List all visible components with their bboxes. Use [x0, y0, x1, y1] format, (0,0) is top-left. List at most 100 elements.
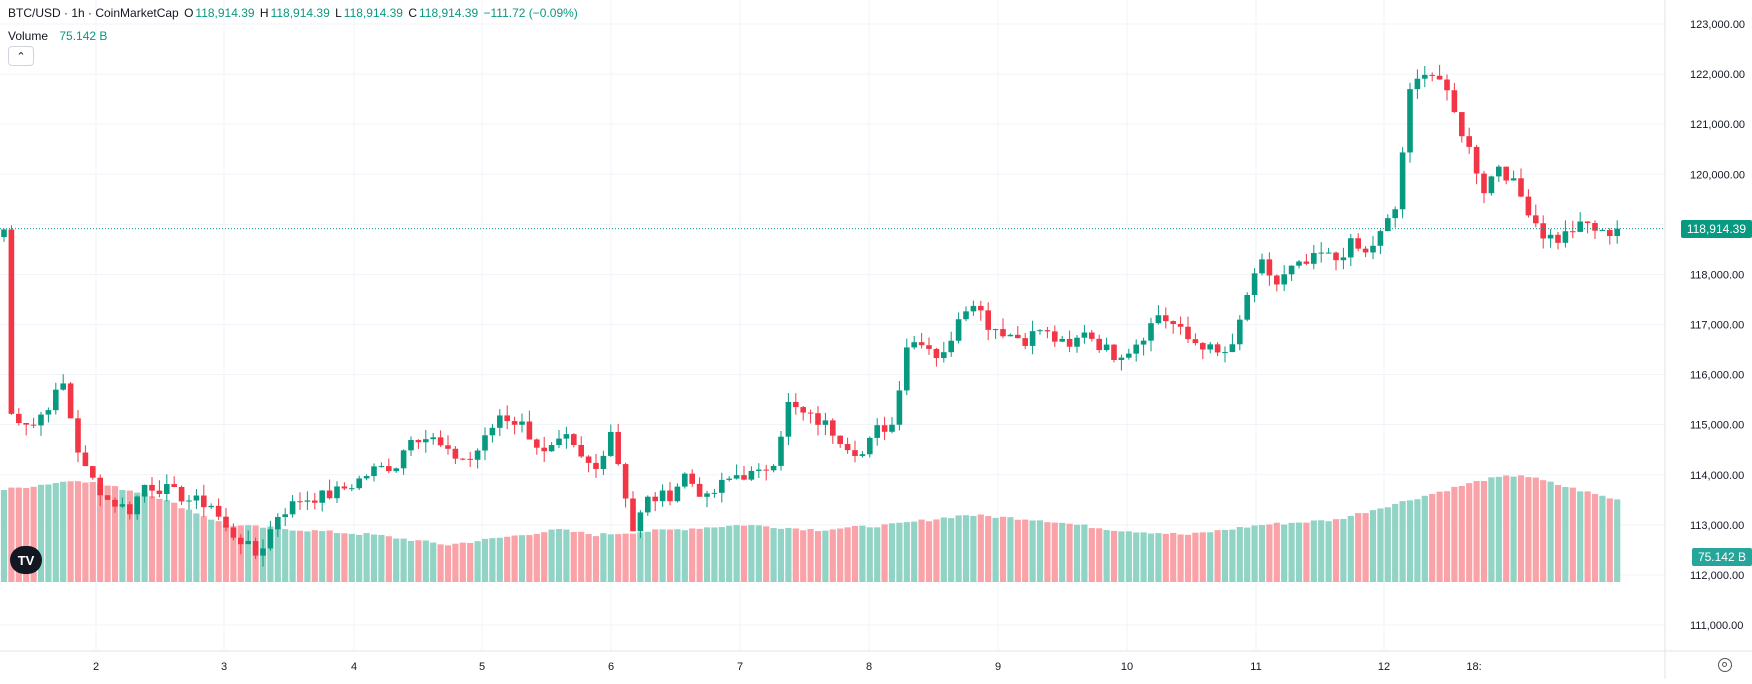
candle-body: [252, 541, 259, 556]
candle-body: [1533, 215, 1539, 224]
volume-bar: [282, 529, 289, 582]
symbol-label[interactable]: BTC/USD · 1h · CoinMarketCap: [8, 6, 179, 20]
candle-body: [1185, 326, 1191, 340]
candle-body: [30, 424, 37, 426]
x-tick-label: 8: [866, 661, 872, 673]
candle-body: [45, 410, 52, 415]
candle-body: [726, 478, 732, 480]
volume-bar: [600, 533, 607, 582]
volume-bar: [481, 538, 489, 582]
candle-body: [1547, 234, 1554, 239]
volume-bar: [1207, 532, 1214, 582]
candle-body: [1414, 78, 1421, 90]
candle-body: [948, 340, 954, 353]
candle-body: [1148, 323, 1154, 341]
candle-body: [1237, 319, 1243, 345]
candle-body: [223, 516, 229, 528]
volume-bar: [1147, 533, 1155, 582]
volume-bar: [393, 538, 400, 582]
candle-body: [978, 305, 984, 311]
candle-body: [1044, 330, 1051, 332]
candle-body: [1096, 338, 1102, 351]
x-tick-label: 10: [1121, 661, 1133, 673]
volume-bar: [1140, 532, 1147, 582]
volume-bar: [548, 529, 555, 582]
candle-body: [889, 424, 895, 432]
candle-body: [504, 415, 510, 422]
y-tick-label: 123,000.00: [1690, 19, 1745, 31]
candle-body: [719, 479, 725, 493]
volume-bar: [874, 527, 881, 582]
volume-bar: [1362, 513, 1369, 582]
volume-bar: [578, 531, 585, 582]
candle-body: [156, 490, 163, 494]
candle-body: [770, 465, 777, 471]
volume-bar: [681, 530, 688, 582]
volume-bar: [555, 529, 563, 582]
volume-bar: [1540, 480, 1547, 582]
candle-body: [941, 352, 947, 359]
x-tick-label: 12: [1378, 661, 1390, 673]
candle-body: [1022, 338, 1028, 346]
volume-bar: [1096, 528, 1103, 582]
volume-label[interactable]: Volume: [8, 29, 49, 43]
candle-body: [356, 478, 362, 489]
collapse-legend-button[interactable]: ⌃: [8, 46, 34, 66]
candle-body: [696, 483, 703, 497]
candle-body: [1570, 231, 1576, 233]
candle-body: [563, 434, 570, 439]
candle-body: [1592, 223, 1598, 231]
candle-body: [1562, 231, 1569, 243]
volume-bar: [104, 485, 111, 582]
volume-bar: [1466, 483, 1473, 582]
candle-body: [896, 390, 903, 425]
x-tick-label: 4: [351, 661, 357, 673]
candle-body: [437, 437, 444, 446]
volume-bar: [1088, 528, 1095, 582]
candle-body: [1370, 245, 1376, 253]
candle-body: [859, 454, 866, 456]
candle-body: [807, 412, 814, 414]
candle-body: [201, 495, 207, 508]
volume-bar: [985, 516, 992, 582]
volume-bar: [829, 529, 836, 582]
candle-body: [1111, 344, 1117, 360]
candle-body: [238, 537, 244, 545]
volume-bar: [97, 484, 104, 582]
candle-body: [1496, 166, 1502, 177]
volume-bar: [1377, 508, 1384, 582]
x-tick-label: 2: [93, 661, 99, 673]
candle-body: [800, 407, 806, 413]
volume-bar: [185, 509, 193, 582]
candle-body: [1518, 178, 1524, 197]
volume-bar: [1214, 530, 1221, 582]
candle-body: [926, 345, 932, 349]
volume-bar: [200, 516, 207, 582]
gear-icon[interactable]: [1718, 658, 1732, 672]
tradingview-logo-icon[interactable]: TV: [10, 546, 42, 574]
candle-body: [1052, 331, 1058, 342]
volume-bar: [23, 488, 30, 582]
volume-bar: [171, 502, 178, 582]
volume-bar: [955, 515, 962, 582]
candle-body: [1607, 230, 1613, 237]
candle-body: [1007, 334, 1014, 337]
candle-body: [193, 495, 200, 501]
candle-body: [215, 505, 222, 517]
volume-bar: [1406, 500, 1414, 582]
volume-bar: [1066, 523, 1073, 582]
candle-body: [149, 484, 155, 491]
candle-body: [1155, 315, 1162, 324]
candle-body: [963, 311, 969, 320]
candle-body: [756, 469, 762, 471]
candle-body: [733, 475, 740, 479]
candle-body: [341, 486, 348, 489]
candle-body: [1503, 166, 1509, 181]
volume-bars: [0, 475, 1621, 582]
volume-bar: [1473, 480, 1480, 582]
candle-body: [1074, 337, 1080, 347]
volume-bar: [1577, 491, 1584, 582]
volume-bar: [296, 530, 304, 582]
low-value: 118,914.39: [343, 6, 403, 20]
